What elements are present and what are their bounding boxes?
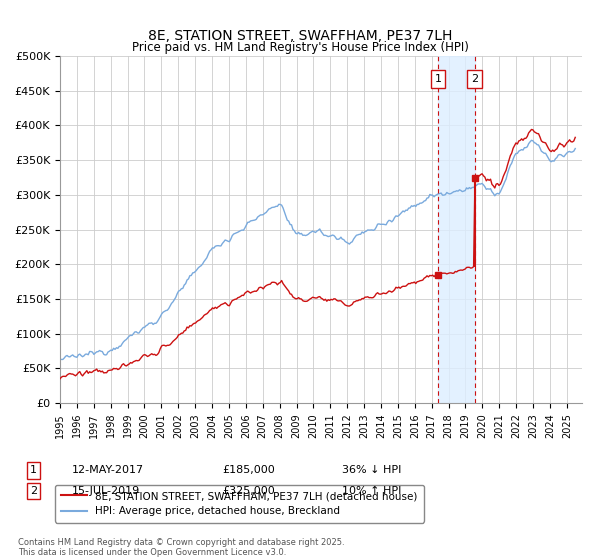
Text: 8E, STATION STREET, SWAFFHAM, PE37 7LH: 8E, STATION STREET, SWAFFHAM, PE37 7LH [148, 29, 452, 44]
Legend: 8E, STATION STREET, SWAFFHAM, PE37 7LH (detached house), HPI: Average price, det: 8E, STATION STREET, SWAFFHAM, PE37 7LH (… [55, 485, 424, 522]
Text: 1: 1 [434, 74, 442, 84]
Text: 36% ↓ HPI: 36% ↓ HPI [342, 465, 401, 475]
Text: Price paid vs. HM Land Registry's House Price Index (HPI): Price paid vs. HM Land Registry's House … [131, 41, 469, 54]
Text: £325,000: £325,000 [222, 486, 275, 496]
Text: Contains HM Land Registry data © Crown copyright and database right 2025.
This d: Contains HM Land Registry data © Crown c… [18, 538, 344, 557]
Text: 2: 2 [30, 486, 37, 496]
Text: 15-JUL-2019: 15-JUL-2019 [72, 486, 140, 496]
Bar [438, 56, 475, 403]
Text: 10% ↑ HPI: 10% ↑ HPI [342, 486, 401, 496]
Text: 1: 1 [30, 465, 37, 475]
Text: 12-MAY-2017: 12-MAY-2017 [72, 465, 144, 475]
Text: £185,000: £185,000 [222, 465, 275, 475]
Text: 2: 2 [471, 74, 478, 84]
